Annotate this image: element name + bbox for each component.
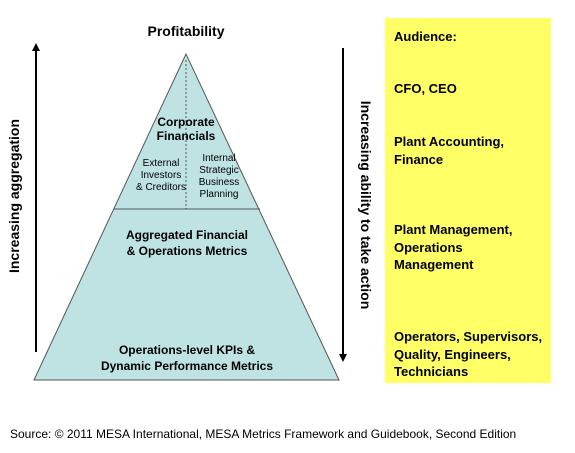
aggregated-line-1: Aggregated Financial [125,228,249,242]
audience-line: Operators, Supervisors, [394,329,543,344]
pyramid-shape [33,52,340,381]
aggregated-line-2: & Operations Metrics [126,244,248,259]
audience-line: Operations [394,239,463,255]
operations-kpis-label: Operations-level KPIs & Dynamic Performa… [101,342,273,374]
external-line-2: Investors [140,170,182,181]
audience-line: Technicians [394,364,469,380]
internal-line-1: Internal [202,153,236,164]
operations-line-2: Dynamic Performance Metrics [100,359,274,374]
audience-line: Management [394,257,474,273]
source-citation: Source: © 2011 MESA International, MESA … [10,427,517,441]
operations-line-1: Operations-level KPIs & [118,343,256,357]
audience-panel: Audience: CFO, CEO Plant Accounting, Fin… [385,18,551,383]
audience-group-executives: CFO, CEO [394,80,457,98]
internal-line-4: Planning [199,189,239,200]
corporate-financials-title: Corporate Financials [157,115,216,144]
audience-line: Plant Management, [394,222,513,237]
audience-group-management: Plant Management, Operations Management [394,221,512,274]
right-axis-label: Increasing ability to take action [358,100,374,310]
internal-planning-label: Internal Strategic Business Planning [199,153,240,201]
external-line-3: & Creditors [135,182,187,193]
audience-line: Finance [394,151,444,167]
audience-group-operators: Operators, Supervisors, Quality, Enginee… [394,328,542,381]
external-line-1: External [142,158,180,169]
left-axis-label: Increasing aggregation [6,118,22,274]
corporate-line-2: Financials [156,129,216,144]
external-investors-label: External Investors & Creditors [136,158,186,194]
aggregated-metrics-label: Aggregated Financial & Operations Metric… [126,227,248,259]
profitability-label: Profitability [147,23,225,39]
internal-line-3: Business [198,177,240,188]
internal-line-2: Strategic [199,165,239,176]
audience-header: Audience: [394,29,457,44]
audience-group-accounting: Plant Accounting, Finance [394,133,504,168]
audience-line: Quality, Engineers, [394,346,511,362]
audience-line: CFO, CEO [394,81,457,96]
corporate-line-1: Corporate [157,115,215,129]
audience-line: Plant Accounting, [394,134,505,149]
